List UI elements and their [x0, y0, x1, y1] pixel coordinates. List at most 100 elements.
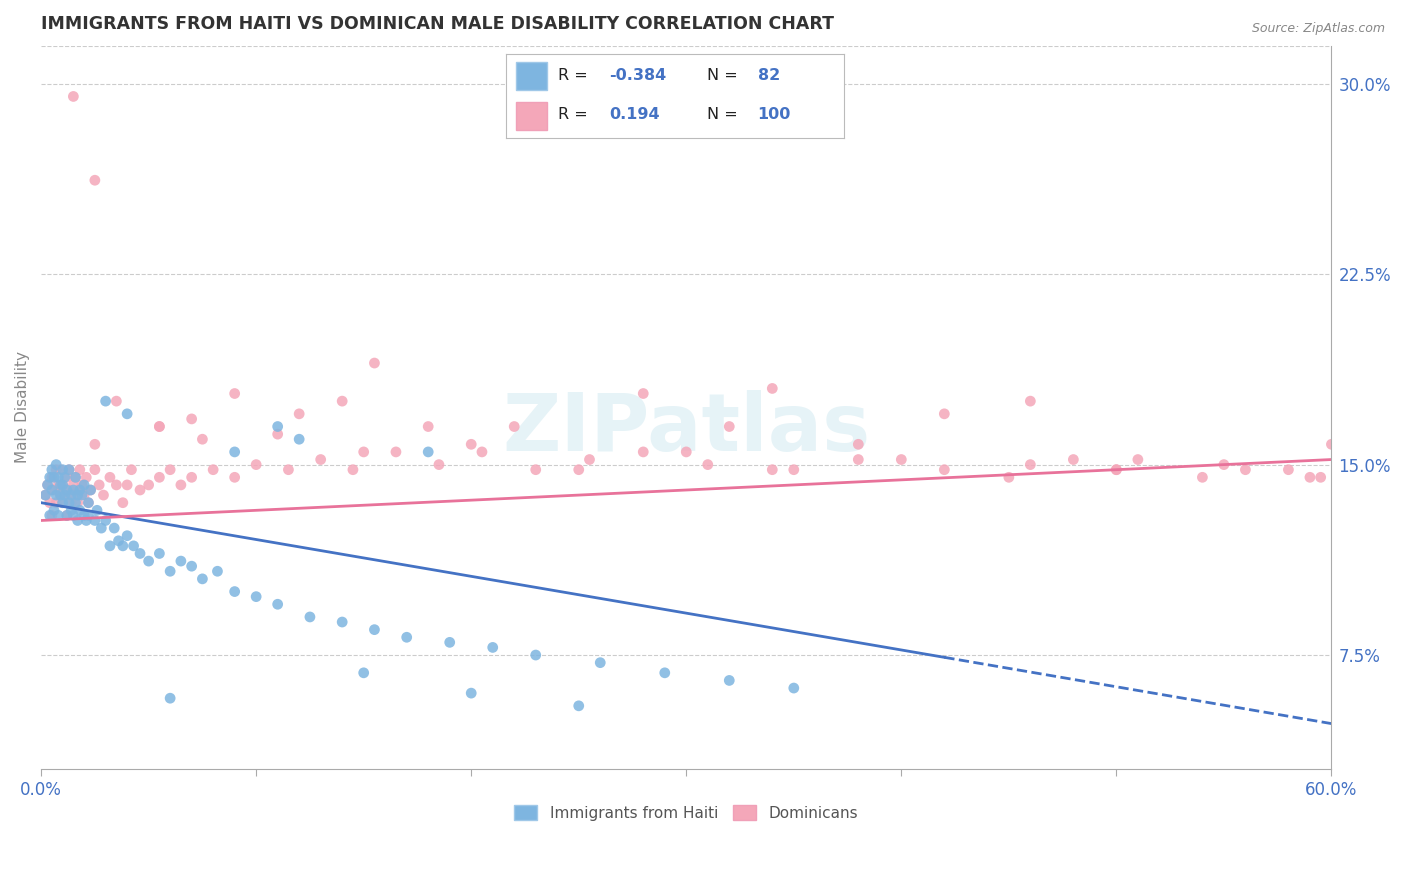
- Point: [363, 356, 385, 370]
- Point: [568, 698, 591, 713]
- Point: [224, 470, 246, 484]
- Point: [191, 572, 214, 586]
- Point: [266, 419, 288, 434]
- Text: 100: 100: [758, 107, 792, 122]
- Point: [56, 508, 79, 523]
- Point: [129, 546, 152, 560]
- Point: [49, 463, 72, 477]
- Point: [1105, 463, 1128, 477]
- Point: [115, 529, 138, 543]
- Text: -0.384: -0.384: [609, 69, 666, 84]
- Point: [138, 554, 160, 568]
- Point: [73, 488, 96, 502]
- Point: [138, 478, 160, 492]
- Point: [439, 635, 461, 649]
- Point: [224, 445, 246, 459]
- Point: [481, 640, 503, 655]
- Point: [79, 483, 101, 497]
- Point: [353, 665, 375, 680]
- Point: [427, 458, 450, 472]
- Point: [342, 463, 364, 477]
- Point: [115, 478, 138, 492]
- Point: [1019, 394, 1042, 409]
- Point: [62, 478, 84, 492]
- Point: [288, 407, 311, 421]
- Point: [202, 463, 225, 477]
- Point: [503, 419, 526, 434]
- Point: [589, 656, 612, 670]
- FancyBboxPatch shape: [516, 62, 547, 90]
- Point: [79, 483, 101, 497]
- Text: R =: R =: [558, 69, 593, 84]
- Point: [107, 533, 129, 548]
- Point: [846, 437, 869, 451]
- Point: [45, 496, 67, 510]
- Point: [49, 478, 72, 492]
- Point: [633, 386, 655, 401]
- Point: [52, 478, 75, 492]
- Point: [207, 564, 229, 578]
- Point: [718, 673, 741, 688]
- Point: [77, 496, 100, 510]
- Text: N =: N =: [707, 107, 742, 122]
- Point: [69, 483, 91, 497]
- Text: R =: R =: [558, 107, 593, 122]
- Point: [52, 496, 75, 510]
- Point: [934, 463, 956, 477]
- Point: [93, 488, 115, 502]
- Point: [52, 478, 75, 492]
- Point: [1212, 458, 1234, 472]
- Point: [761, 463, 783, 477]
- Point: [330, 394, 353, 409]
- Point: [45, 463, 67, 477]
- Point: [783, 681, 806, 695]
- Point: [120, 463, 142, 477]
- Point: [298, 610, 321, 624]
- Point: [1234, 463, 1257, 477]
- Point: [245, 590, 267, 604]
- Point: [170, 478, 193, 492]
- Point: [41, 463, 63, 477]
- Point: [58, 463, 80, 477]
- Y-axis label: Male Disability: Male Disability: [15, 351, 30, 464]
- Point: [34, 488, 56, 502]
- Point: [37, 478, 59, 492]
- Point: [148, 419, 170, 434]
- Point: [1126, 452, 1149, 467]
- Point: [890, 452, 912, 467]
- Point: [471, 445, 494, 459]
- Point: [1105, 463, 1128, 477]
- Point: [129, 483, 152, 497]
- Point: [46, 470, 69, 484]
- Point: [363, 623, 385, 637]
- Point: [42, 483, 65, 497]
- Point: [934, 407, 956, 421]
- Point: [58, 483, 80, 497]
- Point: [83, 463, 105, 477]
- Point: [46, 478, 69, 492]
- Point: [180, 559, 202, 574]
- Point: [56, 508, 79, 523]
- Point: [53, 470, 76, 484]
- Text: IMMIGRANTS FROM HAITI VS DOMINICAN MALE DISABILITY CORRELATION CHART: IMMIGRANTS FROM HAITI VS DOMINICAN MALE …: [41, 15, 834, 33]
- Point: [1191, 470, 1213, 484]
- Point: [385, 445, 408, 459]
- Point: [52, 496, 75, 510]
- Point: [395, 630, 418, 644]
- Text: 0.194: 0.194: [609, 107, 659, 122]
- Point: [42, 503, 65, 517]
- Point: [94, 394, 117, 409]
- Point: [49, 488, 72, 502]
- Point: [718, 419, 741, 434]
- Point: [148, 546, 170, 560]
- Point: [1019, 458, 1042, 472]
- Point: [45, 488, 67, 502]
- Text: N =: N =: [707, 69, 742, 84]
- Point: [159, 691, 181, 706]
- Point: [277, 463, 299, 477]
- Point: [53, 488, 76, 502]
- Legend: Immigrants from Haiti, Dominicans: Immigrants from Haiti, Dominicans: [509, 798, 865, 827]
- Point: [62, 483, 84, 497]
- Point: [524, 463, 547, 477]
- Point: [191, 432, 214, 446]
